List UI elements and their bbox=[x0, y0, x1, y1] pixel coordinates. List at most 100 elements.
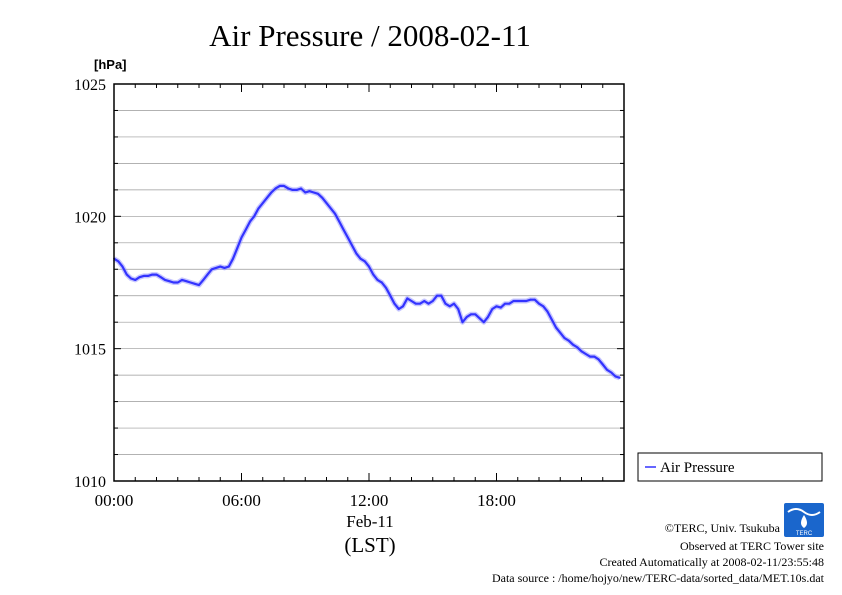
y-tick-label: 1010 bbox=[74, 474, 106, 491]
data-point bbox=[125, 273, 128, 276]
data-point bbox=[261, 202, 264, 205]
data-point bbox=[304, 191, 307, 194]
data-point bbox=[159, 276, 162, 279]
data-point bbox=[614, 375, 617, 378]
data-point bbox=[516, 300, 519, 302]
data-point bbox=[533, 298, 536, 301]
data-point bbox=[117, 260, 120, 263]
data-point bbox=[151, 273, 154, 276]
data-point bbox=[410, 300, 413, 302]
y-tick-labels: 1010 1015 1020 1025 bbox=[74, 77, 106, 491]
series-layer bbox=[112, 183, 621, 381]
data-point bbox=[457, 308, 460, 310]
data-point bbox=[423, 300, 426, 302]
data-point bbox=[168, 280, 171, 283]
data-point bbox=[206, 273, 209, 276]
y-unit-label: [hPa] bbox=[94, 57, 127, 72]
data-point bbox=[559, 331, 562, 334]
legend-box bbox=[637, 452, 823, 482]
terc-logo: TERC bbox=[784, 503, 824, 537]
data-point bbox=[397, 308, 400, 310]
svg-text:TERC: TERC bbox=[796, 531, 813, 537]
y-tick-label: 1025 bbox=[74, 77, 106, 94]
data-point bbox=[393, 302, 396, 305]
x-tick-label: 00:00 bbox=[95, 491, 134, 510]
data-point bbox=[601, 363, 604, 366]
data-point bbox=[461, 321, 464, 324]
data-point bbox=[495, 305, 498, 308]
data-point bbox=[508, 302, 511, 305]
data-point bbox=[155, 273, 158, 276]
data-point bbox=[121, 265, 124, 268]
data-point bbox=[338, 220, 341, 223]
data-point bbox=[584, 353, 587, 355]
data-point bbox=[448, 305, 451, 308]
x-axis-label: (LST) bbox=[344, 533, 395, 557]
data-point bbox=[618, 376, 621, 379]
data-point bbox=[346, 236, 349, 239]
x-tick-label: 18:00 bbox=[477, 491, 516, 510]
data-point bbox=[321, 196, 324, 199]
y-tick-label: 1015 bbox=[74, 342, 106, 359]
data-point bbox=[389, 294, 392, 297]
data-point bbox=[521, 300, 523, 302]
data-point bbox=[236, 247, 239, 250]
data-point bbox=[440, 294, 443, 297]
data-point bbox=[465, 316, 468, 318]
data-point bbox=[359, 257, 362, 260]
y-tick-label: 1020 bbox=[74, 209, 106, 226]
data-point bbox=[504, 302, 506, 305]
data-point bbox=[368, 265, 370, 268]
data-point bbox=[329, 207, 332, 210]
data-point bbox=[427, 302, 430, 305]
data-point bbox=[512, 300, 515, 302]
data-point bbox=[223, 267, 226, 269]
x-date-label: Feb-11 bbox=[346, 512, 394, 531]
x-tick-labels: 00:00 06:00 12:00 18:00 bbox=[95, 491, 516, 510]
data-point bbox=[610, 371, 613, 374]
data-point bbox=[278, 185, 281, 187]
data-point bbox=[542, 305, 545, 308]
source-text: Data source : /home/hojyo/new/TERC-data/… bbox=[492, 571, 825, 585]
data-point bbox=[589, 355, 591, 358]
data-point bbox=[525, 300, 528, 302]
data-point bbox=[474, 313, 477, 316]
data-point bbox=[138, 276, 141, 279]
data-point bbox=[130, 277, 132, 280]
legend: Air Pressure bbox=[637, 452, 823, 482]
data-point bbox=[593, 355, 596, 358]
data-point bbox=[470, 313, 472, 316]
data-point bbox=[546, 310, 549, 313]
data-point bbox=[351, 244, 353, 247]
data-point bbox=[249, 220, 251, 223]
data-point bbox=[376, 279, 379, 281]
data-point bbox=[240, 236, 243, 239]
data-point bbox=[563, 337, 566, 339]
chart-title: Air Pressure / 2008-02-11 bbox=[209, 18, 531, 53]
data-point bbox=[210, 268, 213, 271]
data-point bbox=[419, 302, 421, 305]
data-point bbox=[181, 279, 183, 281]
data-point bbox=[215, 267, 217, 269]
data-point bbox=[198, 284, 200, 286]
data-point bbox=[312, 191, 315, 194]
data-point bbox=[300, 187, 302, 190]
data-point bbox=[308, 190, 311, 193]
data-point bbox=[176, 281, 179, 284]
data-point bbox=[482, 321, 485, 324]
data-point bbox=[499, 306, 502, 309]
data-point bbox=[295, 189, 298, 191]
data-point bbox=[444, 302, 447, 305]
data-point bbox=[172, 281, 175, 284]
data-point bbox=[555, 326, 557, 329]
data-point bbox=[274, 187, 277, 190]
data-point bbox=[227, 265, 230, 268]
data-point bbox=[550, 318, 553, 321]
data-point bbox=[567, 339, 570, 342]
data-point bbox=[287, 187, 290, 190]
data-point bbox=[202, 279, 205, 281]
data-point bbox=[491, 308, 494, 310]
data-point bbox=[291, 189, 294, 191]
data-point bbox=[244, 228, 247, 231]
data-point bbox=[283, 185, 285, 187]
